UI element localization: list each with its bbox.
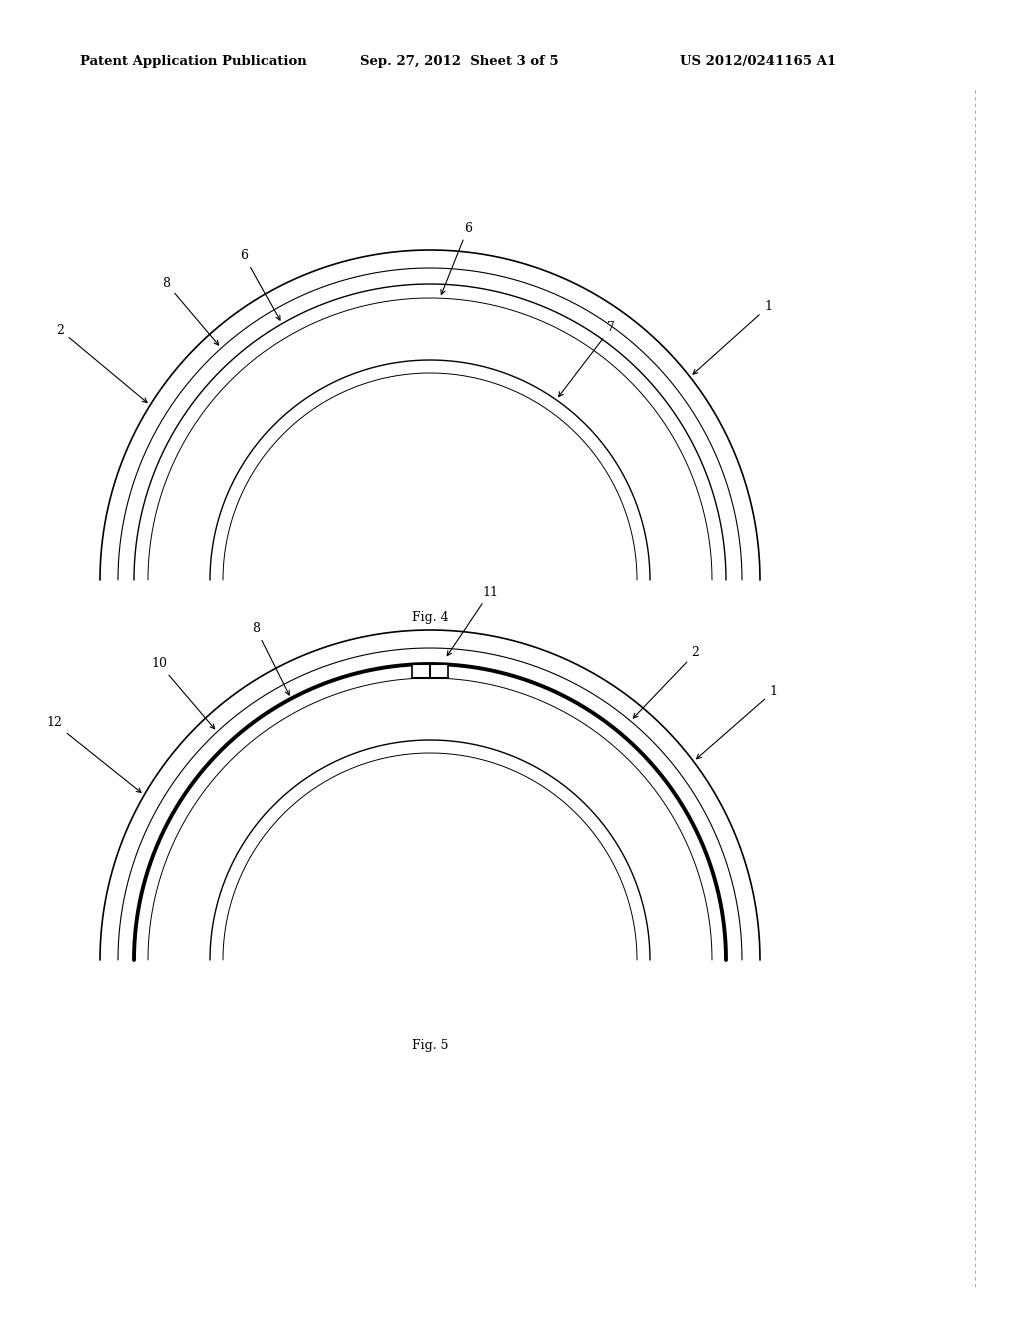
Text: 11: 11	[447, 586, 498, 656]
Text: 12: 12	[46, 717, 141, 792]
Text: 6: 6	[240, 249, 280, 321]
Text: Fig. 5: Fig. 5	[412, 1039, 449, 1052]
Text: Patent Application Publication: Patent Application Publication	[80, 55, 307, 69]
Text: 10: 10	[152, 657, 215, 729]
Text: 1: 1	[696, 685, 777, 759]
Text: 6: 6	[441, 222, 472, 294]
Text: 7: 7	[559, 321, 615, 396]
Text: Sep. 27, 2012  Sheet 3 of 5: Sep. 27, 2012 Sheet 3 of 5	[360, 55, 559, 69]
Text: 8: 8	[162, 277, 219, 345]
Text: US 2012/0241165 A1: US 2012/0241165 A1	[680, 55, 837, 69]
Bar	[412, 664, 449, 678]
Text: 2: 2	[56, 323, 147, 403]
Text: Fig. 4: Fig. 4	[412, 611, 449, 624]
Text: 1: 1	[693, 301, 772, 374]
Text: 8: 8	[252, 622, 289, 696]
Text: 2: 2	[633, 647, 699, 718]
